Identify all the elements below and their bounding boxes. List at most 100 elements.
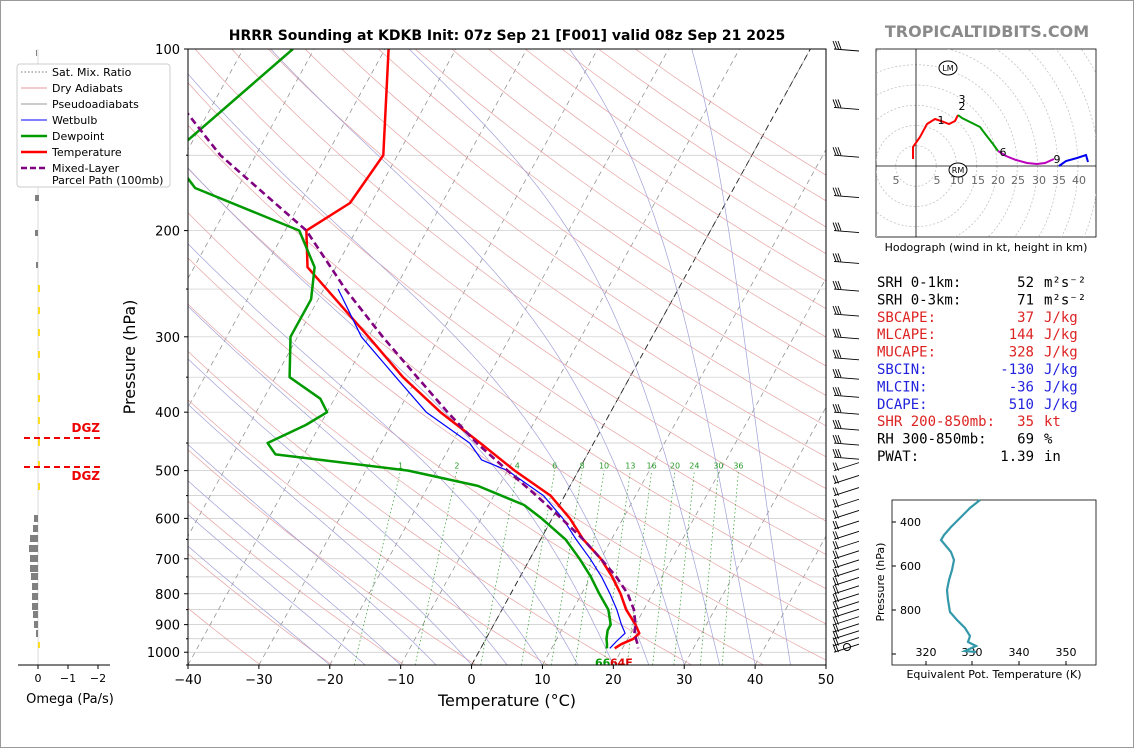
- mixing-ratio-label: 13: [625, 462, 635, 471]
- theta-e-x-tick-label: 340: [1009, 646, 1030, 659]
- stat-unit: J/kg: [1044, 362, 1078, 378]
- barb-flag: [837, 147, 842, 156]
- dry-adiabat-line: [188, 82, 826, 555]
- isotherm-line: [613, 277, 826, 665]
- omega-bar: [31, 573, 38, 580]
- hodograph-segment-6-9km: [997, 150, 1055, 166]
- dry-adiabat-line: [194, 49, 826, 522]
- wind-barb: [832, 387, 860, 398]
- barb-shaft: [833, 442, 860, 446]
- right-mover-marker: [948, 162, 968, 178]
- barb-flag: [835, 40, 839, 50]
- barb-flag: [835, 449, 839, 458]
- wind-barb: [832, 616, 860, 626]
- barb-flag: [835, 187, 839, 196]
- stat-label: SBCAPE:: [877, 310, 936, 326]
- barb-flag: [832, 40, 837, 50]
- stat-unit: kt: [1044, 414, 1061, 430]
- omega-bar-yellow: [38, 351, 40, 358]
- barb-flag: [832, 99, 837, 108]
- wind-barb: [832, 187, 860, 199]
- hodograph-tick-label: 40: [1072, 174, 1086, 187]
- wind-barb: [832, 462, 860, 472]
- mixing-ratio-line: [652, 470, 676, 665]
- dry-adiabat-line: [188, 124, 826, 590]
- barb-flag: [835, 510, 839, 519]
- barb-flag: [835, 623, 839, 632]
- stat-label: MLCAPE:: [877, 327, 936, 343]
- barb-flag: [835, 328, 839, 337]
- omega-bar: [33, 525, 38, 532]
- barb-shaft: [833, 260, 860, 264]
- skewt-background: 1 2 4 6 8 10 13 16 20 24 30 36: [188, 49, 826, 665]
- omega-bar: [35, 195, 39, 201]
- barb-shaft: [833, 48, 860, 52]
- hodograph-tick-label: 5: [934, 174, 941, 187]
- mixing-ratio-label: 16: [647, 462, 657, 471]
- omega-bar: [30, 565, 38, 572]
- wind-barb: [832, 487, 860, 497]
- mixing-ratio-label: 2: [454, 462, 459, 471]
- hodograph-caption: Hodograph (wind in kt, height in km): [885, 241, 1088, 254]
- skewt-profiles: 66 64F: [188, 49, 641, 665]
- mixing-ratio-line: [626, 470, 652, 665]
- barb-flag: [832, 222, 837, 231]
- hodograph-height-label: 9: [1054, 153, 1061, 166]
- barb-flag: [835, 531, 839, 540]
- stat-value: 69: [1017, 432, 1034, 448]
- legend-box: [16, 63, 171, 188]
- stat-unit: J/kg: [1044, 379, 1078, 395]
- barb-flag: [835, 475, 839, 484]
- omega-bar-yellow: [38, 461, 40, 468]
- barb-flag: [832, 630, 837, 639]
- x-tick-label: 0: [467, 673, 475, 688]
- wind-barb: [832, 530, 860, 540]
- mixing-ratio-line: [480, 470, 518, 665]
- x-tick-label: −10: [387, 673, 414, 688]
- pseudoadiabat-line: [188, 243, 579, 665]
- omega-bar-yellow: [38, 307, 40, 314]
- dgz-label: DGZ: [71, 421, 100, 435]
- legend-dewpoint-label: Dewpoint: [52, 130, 105, 143]
- stat-row: PWAT: 1.39 in: [877, 449, 1061, 465]
- legend-mixed-layer-label: Mixed-Layer Parcel Path (100mb): [52, 162, 163, 187]
- barb-flag: [835, 616, 839, 625]
- hodograph-tick-label: 5: [893, 174, 900, 187]
- y-tick-label: 800: [155, 588, 180, 603]
- barb-flag: [835, 637, 839, 646]
- omega-bar: [36, 630, 38, 637]
- x-tick-label: 30: [676, 673, 693, 688]
- omega-bar: [35, 230, 38, 236]
- barb-flag: [832, 280, 837, 290]
- stat-row: SHR 200-850mb: 35 kt: [877, 414, 1061, 430]
- dry-adiabat-line: [451, 49, 826, 310]
- stat-label: DCAPE:: [877, 397, 928, 413]
- stat-label: SRH 0-3km:: [877, 292, 961, 308]
- hodograph-tick-label: 15: [971, 174, 985, 187]
- theta-e-frame: [891, 499, 1097, 666]
- series-mixed-layer-parcel-path-100mb: [188, 111, 640, 649]
- theta-e-profile: [939, 499, 981, 654]
- barb-flag: [832, 187, 837, 196]
- barb-flag: [832, 623, 837, 632]
- omega-bar: [32, 593, 38, 600]
- mixing-ratio-label: 6: [552, 462, 557, 471]
- mixing-ratio-label: 30: [713, 462, 723, 471]
- barb-flag: [832, 550, 837, 559]
- barb-flag: [832, 541, 837, 550]
- legend-label-line: Sat. Mix. Ratio: [52, 66, 132, 79]
- dry-adiabat-line: [341, 49, 826, 396]
- omega-bar: [34, 515, 38, 522]
- hodograph-height-label: 2: [959, 100, 966, 113]
- barb-flag: [835, 419, 839, 429]
- hodograph-height-label: 6: [1000, 146, 1007, 159]
- legend-label-line: Parcel Path (100mb): [52, 174, 163, 187]
- stat-value: 71: [1017, 292, 1034, 308]
- dry-adiabat-line: [188, 399, 549, 665]
- omega-bar-yellow: [38, 329, 40, 336]
- mixing-ratio-line: [721, 470, 739, 665]
- barb-flag: [832, 609, 837, 618]
- isotherm-line: [542, 148, 826, 665]
